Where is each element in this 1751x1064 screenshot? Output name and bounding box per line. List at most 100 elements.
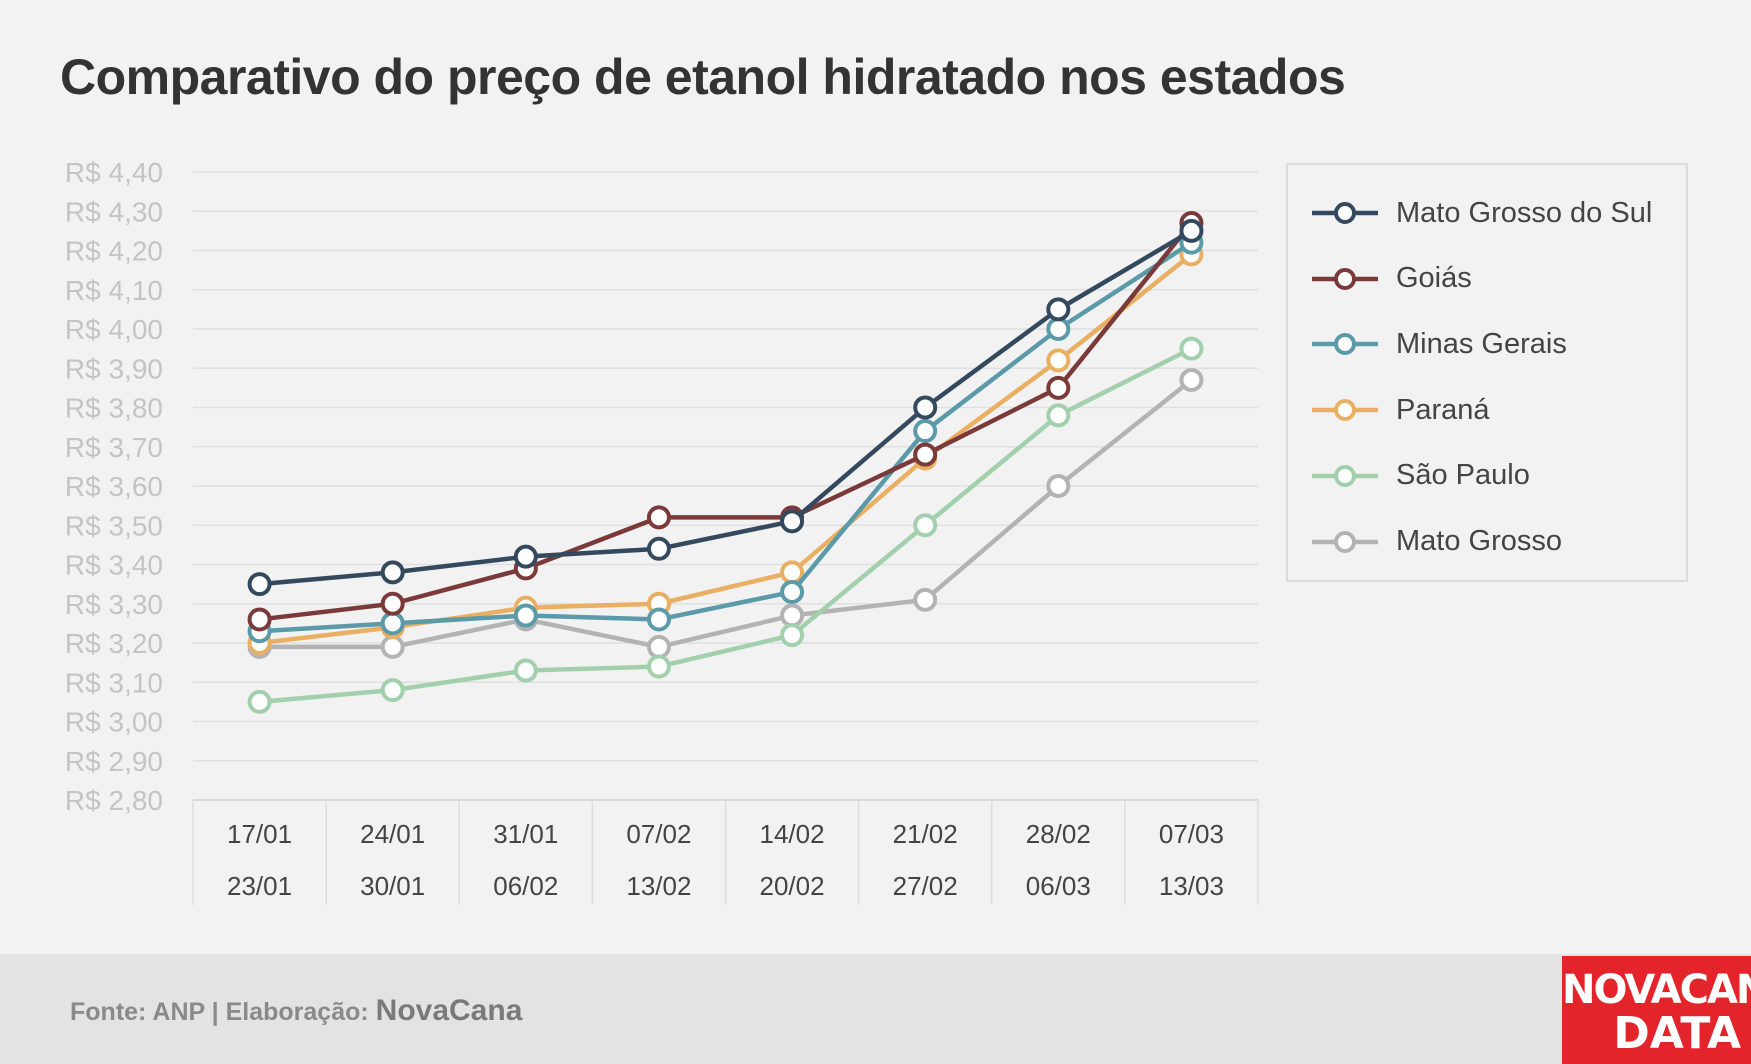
x-tick-end: 06/03	[1026, 871, 1091, 901]
data-point	[780, 603, 805, 628]
line-chart: R$ 4,40 R$ 4,30 R$ 4,20 R$ 4,10 R$ 4,00 R$ 3,…	[65, 157, 1259, 905]
data-point	[513, 658, 538, 683]
data-point	[1046, 403, 1071, 428]
series-line	[259, 228, 1193, 587]
x-tick-end: 13/03	[1159, 871, 1224, 901]
y-tick-label: R$ 3,70	[65, 432, 163, 463]
y-tick-label: R$ 4,00	[65, 314, 163, 345]
data-point	[1046, 375, 1071, 400]
data-point	[1046, 317, 1071, 341]
data-point	[1046, 474, 1071, 498]
legend-label: Minas Gerais	[1396, 327, 1567, 360]
y-axis-ticks: R$ 4,40 R$ 4,30 R$ 4,20 R$ 4,10 R$ 4,00 R$ 3,…	[65, 157, 163, 816]
data-point	[247, 607, 272, 632]
footer: Fonte: ANP | Elaboração: NovaCana	[0, 954, 1751, 1064]
data-point	[646, 607, 671, 632]
series-são-paulo	[247, 336, 1204, 714]
source-text: Fonte: ANP | Elaboração:	[70, 998, 376, 1026]
legend-swatch	[1312, 530, 1378, 553]
x-tick-start: 21/02	[893, 819, 958, 849]
series-line	[259, 221, 1194, 622]
y-tick-label: R$ 4,40	[65, 157, 163, 188]
x-tick-end: 20/02	[760, 871, 825, 901]
legend-label: Mato Grosso do Sul	[1396, 196, 1653, 229]
data-point	[913, 587, 938, 612]
data-point	[1046, 297, 1071, 322]
legend-swatch	[1312, 202, 1378, 224]
y-tick-label: R$ 4,30	[65, 196, 163, 227]
y-tick-label: R$ 2,80	[65, 785, 163, 816]
data-point	[780, 579, 805, 604]
series-line	[259, 346, 1193, 705]
data-point	[780, 560, 805, 585]
y-tick-label: R$ 4,20	[65, 236, 163, 267]
y-tick-label: R$ 3,60	[65, 471, 163, 502]
legend-item: Minas Gerais	[1310, 324, 1567, 364]
x-axis-table: 17/01 23/01 24/01 30/01 31/01 06/02 07/02 13/02…	[192, 799, 1259, 905]
y-tick-label: R$ 3,90	[65, 353, 163, 384]
x-tick-end: 23/01	[227, 871, 292, 901]
x-tick-start: 07/02	[626, 819, 691, 849]
series-mato-grosso-do-sul	[247, 218, 1204, 597]
chart-title: Comparativo do preço de etanol hidratado…	[60, 49, 1346, 105]
legend-swatch	[1312, 464, 1378, 487]
legend-swatch	[1312, 267, 1378, 290]
legend-label: Goiás	[1396, 262, 1472, 295]
data-point	[913, 513, 938, 538]
legend-swatch	[1312, 399, 1378, 422]
x-tick-end: 30/01	[360, 871, 425, 901]
x-tick-start: 07/03	[1159, 819, 1224, 849]
data-point	[646, 536, 671, 561]
data-point	[1179, 336, 1204, 361]
logo-line2: DATA	[1613, 1008, 1741, 1059]
data-point	[1179, 218, 1204, 243]
y-tick-label: R$ 3,00	[65, 707, 163, 738]
source-brand: NovaCana	[375, 994, 523, 1027]
data-point	[1046, 348, 1071, 373]
data-point	[780, 623, 805, 648]
data-point	[780, 509, 805, 534]
legend-item: Paraná	[1310, 390, 1490, 430]
logo-line1: NOVACANA	[1562, 967, 1751, 1013]
data-point	[247, 572, 272, 597]
x-tick-end: 13/02	[626, 871, 691, 901]
data-point	[247, 689, 272, 714]
data-point	[380, 678, 405, 703]
legend-label: São Paulo	[1396, 459, 1530, 492]
series-lines	[247, 211, 1204, 714]
legend: Mato Grosso do Sul Goiás Minas Gerais Paran…	[1286, 163, 1688, 582]
x-tick-start: 14/02	[760, 819, 825, 849]
y-tick-label: R$ 3,20	[65, 628, 163, 659]
source-note: Fonte: ANP | Elaboração: NovaCana	[70, 994, 522, 1028]
legend-label: Paraná	[1396, 393, 1490, 426]
grid-lines	[193, 171, 1258, 762]
data-point	[646, 505, 671, 530]
data-point	[513, 544, 538, 569]
data-point	[513, 603, 538, 628]
data-point	[380, 611, 405, 636]
data-point	[646, 654, 671, 679]
x-tick-start: 24/01	[360, 819, 425, 849]
data-point	[380, 634, 405, 659]
data-point	[1179, 368, 1204, 393]
novacana-data-logo: NOVACANA DATA	[1562, 956, 1751, 1064]
x-tick-start: 17/01	[227, 819, 292, 849]
data-point	[913, 419, 938, 444]
y-tick-label: R$ 3,10	[65, 667, 163, 698]
y-tick-label: R$ 3,50	[65, 510, 163, 541]
series-line	[259, 240, 1193, 634]
x-tick-end: 06/02	[493, 871, 558, 901]
data-point	[380, 560, 405, 585]
data-point	[380, 591, 405, 616]
y-tick-label: R$ 3,40	[65, 550, 163, 581]
y-tick-label: R$ 4,10	[65, 275, 163, 306]
legend-item: São Paulo	[1310, 456, 1530, 496]
legend-item: Goiás	[1310, 259, 1472, 299]
x-tick-start: 28/02	[1026, 819, 1091, 849]
legend-item: Mato Grosso do Sul	[1310, 193, 1652, 233]
y-tick-label: R$ 3,80	[65, 393, 163, 424]
series-line	[259, 378, 1193, 650]
y-tick-label: R$ 3,30	[65, 589, 163, 620]
legend-label: Mato Grosso	[1396, 525, 1562, 557]
x-tick-end: 27/02	[893, 871, 958, 901]
